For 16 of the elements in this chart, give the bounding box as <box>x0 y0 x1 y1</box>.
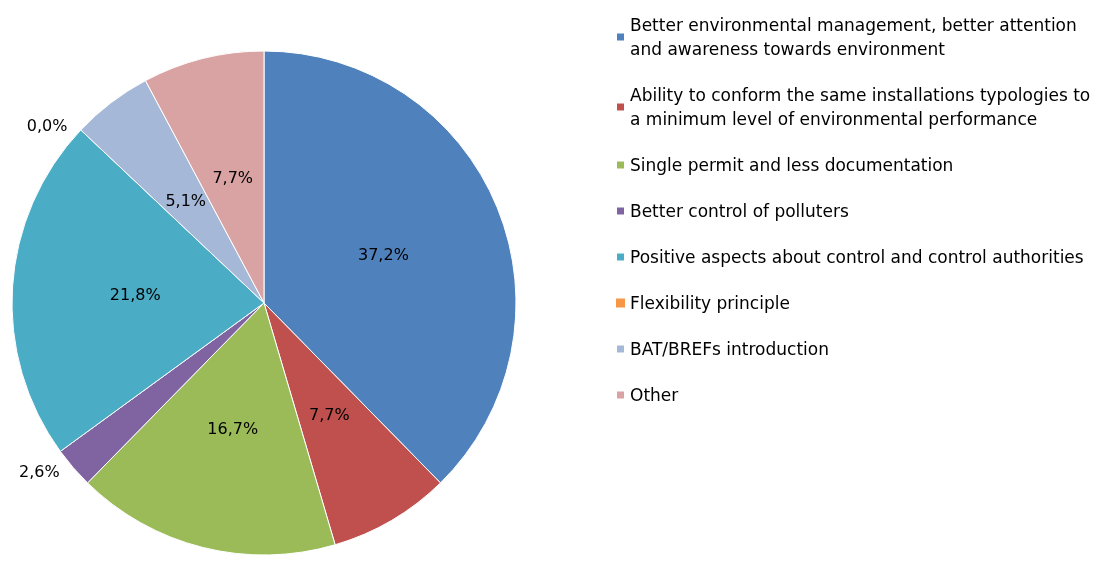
legend-label: Better control of polluters <box>630 201 849 221</box>
data-label: 21,8% <box>109 285 161 305</box>
data-label: 2,6% <box>19 462 60 482</box>
legend-label: Flexibility principle <box>630 293 790 313</box>
data-label: 37,2% <box>358 244 409 264</box>
legend-label: Better environmental management, better attention and awareness towards environment <box>630 15 1083 59</box>
data-label: 16,7% <box>207 418 259 438</box>
legend-label: Other <box>630 385 679 405</box>
legend-label: Positive aspects about control and control authorities <box>630 247 1084 267</box>
data-label: 5,1% <box>165 190 207 210</box>
legend-label: BAT/BREFs introduction <box>630 339 829 359</box>
legend-label: Ability to conform the same installations typologies to a minimum level of environmental performance <box>630 85 1096 129</box>
legend-label: Single permit and less documentation <box>630 155 954 175</box>
data-label: 7,7% <box>212 168 254 188</box>
data-label: 7,7% <box>309 404 350 424</box>
text: 0,0% <box>26 116 68 136</box>
